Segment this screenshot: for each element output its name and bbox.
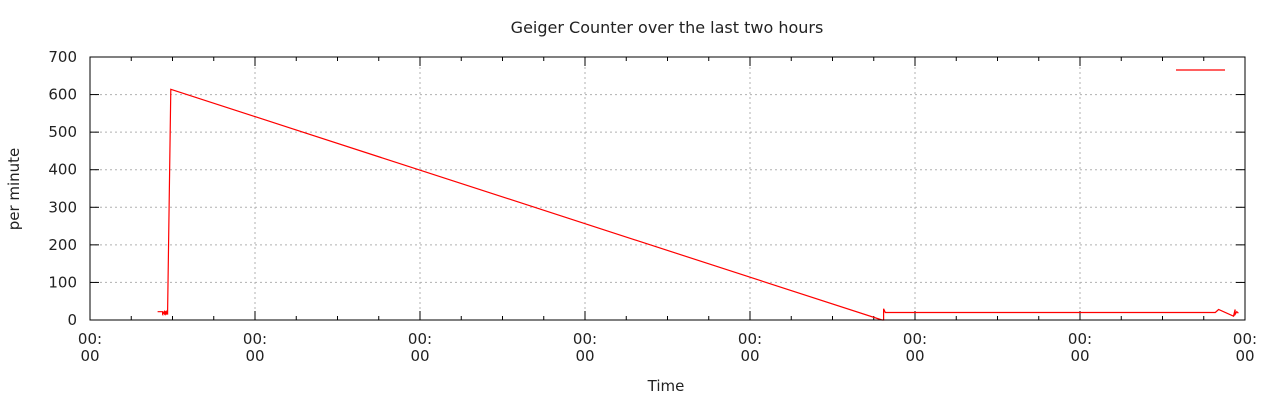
grid <box>90 57 1245 320</box>
x-tick-label: 00: <box>408 330 432 348</box>
chart-title: Geiger Counter over the last two hours <box>511 18 824 37</box>
x-tick-label: 00: <box>1068 330 1092 348</box>
y-axis-label: per minute <box>5 148 23 231</box>
y-tick-label: 0 <box>67 311 77 329</box>
y-tick-label: 300 <box>48 198 77 216</box>
y-tick-label: 700 <box>48 48 77 66</box>
x-tick-label: 00: <box>243 330 267 348</box>
x-axis-label: Time <box>647 377 685 395</box>
x-tick-label: 00: <box>573 330 597 348</box>
x-tick-label: 00: <box>1233 330 1257 348</box>
x-tick-label-line2: 00 <box>80 347 99 365</box>
y-tick-label: 100 <box>48 273 77 291</box>
x-tick-label-line2: 00 <box>1070 347 1089 365</box>
plot-frame <box>89 56 1246 321</box>
y-tick-label: 200 <box>48 236 77 254</box>
x-tick-label-line2: 00 <box>575 347 594 365</box>
x-tick-label-line2: 00 <box>740 347 759 365</box>
x-tick-label-line2: 00 <box>245 347 264 365</box>
x-tick-label: 00: <box>903 330 927 348</box>
tick-labels: 010020030040050060070000:0000:0000:0000:… <box>48 48 1257 365</box>
x-tick-label: 00: <box>78 330 102 348</box>
axis-ticks <box>89 56 1246 321</box>
series-layer <box>157 88 1239 321</box>
x-tick-label-line2: 00 <box>1235 347 1254 365</box>
series-line <box>157 88 1239 321</box>
x-tick-label: 00: <box>738 330 762 348</box>
x-tick-label-line2: 00 <box>905 347 924 365</box>
x-tick-label-line2: 00 <box>410 347 429 365</box>
y-tick-label: 600 <box>48 86 77 104</box>
y-tick-label: 400 <box>48 161 77 179</box>
y-tick-label: 500 <box>48 123 77 141</box>
